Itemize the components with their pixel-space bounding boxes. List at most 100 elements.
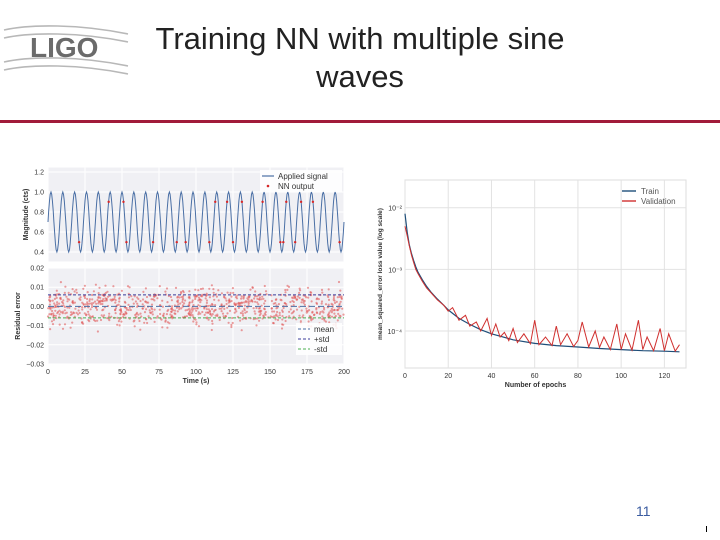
- residual-point: [276, 311, 278, 313]
- residual-point: [121, 290, 123, 292]
- residual-point: [254, 290, 256, 292]
- residual-point: [192, 308, 194, 310]
- residual-point: [56, 303, 58, 305]
- residual-point: [120, 308, 122, 310]
- residual-point: [66, 312, 68, 314]
- residual-point: [165, 293, 167, 295]
- residual-point: [68, 317, 70, 319]
- residual-point: [93, 290, 95, 292]
- residual-point: [327, 306, 329, 308]
- residual-point: [299, 297, 301, 299]
- residual-point: [116, 324, 118, 326]
- residual-point: [98, 292, 100, 294]
- residual-point: [236, 294, 238, 296]
- residual-point: [231, 317, 233, 319]
- residual-point: [54, 298, 56, 300]
- residual-point: [255, 307, 257, 309]
- residual-point: [337, 319, 339, 321]
- residual-point: [273, 322, 275, 324]
- residual-point: [321, 289, 323, 291]
- residual-point: [115, 312, 117, 314]
- residual-point: [85, 314, 87, 316]
- residual-point: [339, 307, 341, 309]
- residual-point: [56, 293, 58, 295]
- residual-point: [264, 313, 266, 315]
- residual-point: [308, 320, 310, 322]
- residual-point: [49, 304, 51, 306]
- residual-point: [298, 292, 300, 294]
- residual-point: [185, 309, 187, 311]
- residual-point: [157, 315, 159, 317]
- residual-point: [112, 285, 114, 287]
- residual-point: [306, 312, 308, 314]
- residual-point: [125, 317, 127, 319]
- residual-point: [112, 299, 114, 301]
- residual-point: [246, 297, 248, 299]
- residual-point: [258, 307, 260, 309]
- legend-label: mean: [314, 325, 334, 334]
- residual-point: [254, 295, 256, 297]
- residual-point: [51, 307, 53, 309]
- residual-point: [153, 293, 155, 295]
- residual-point: [188, 311, 190, 313]
- residual-point: [240, 298, 242, 300]
- residual-point: [237, 316, 239, 318]
- residual-point: [62, 328, 64, 330]
- residual-point: [223, 305, 225, 307]
- residual-point: [328, 299, 330, 301]
- residual-point: [243, 301, 245, 303]
- residual-point: [87, 319, 89, 321]
- residual-point: [336, 309, 338, 311]
- residual-point: [71, 301, 73, 303]
- residual-point: [247, 301, 249, 303]
- residual-point: [285, 303, 287, 305]
- residual-point: [91, 304, 93, 306]
- residual-point: [170, 311, 172, 313]
- residual-point: [111, 298, 113, 300]
- residual-point: [122, 313, 124, 315]
- residual-point: [49, 294, 51, 296]
- residual-point: [182, 299, 184, 301]
- legend-label: Applied signal: [278, 172, 328, 181]
- residual-point: [145, 287, 147, 289]
- residual-point: [120, 317, 122, 319]
- residual-point: [242, 318, 244, 320]
- residual-point: [328, 316, 330, 318]
- residual-point: [238, 302, 240, 304]
- residual-point: [253, 318, 255, 320]
- residual-point: [206, 302, 208, 304]
- page-mark: [706, 526, 707, 532]
- residual-point: [182, 316, 184, 318]
- residual-point: [336, 301, 338, 303]
- residual-point: [199, 301, 201, 303]
- residual-point: [61, 305, 63, 307]
- residual-point: [321, 315, 323, 317]
- residual-point: [161, 326, 163, 328]
- residual-point: [298, 315, 300, 317]
- residual-point: [209, 311, 211, 313]
- residual-point: [275, 313, 277, 315]
- residual-point: [241, 329, 243, 331]
- residual-point: [309, 315, 311, 317]
- residual-point: [239, 305, 241, 307]
- residual-point: [128, 293, 130, 295]
- residual-point: [310, 319, 312, 321]
- residual-point: [329, 315, 331, 317]
- residual-point: [285, 320, 287, 322]
- residual-point: [275, 315, 277, 317]
- residual-point: [206, 299, 208, 301]
- residual-point: [198, 325, 200, 327]
- residual-point: [190, 313, 192, 315]
- residual-point: [52, 300, 54, 302]
- residual-point: [52, 323, 54, 325]
- residual-point: [202, 288, 204, 290]
- residual-point: [162, 306, 164, 308]
- residual-point: [188, 304, 190, 306]
- residual-point: [242, 313, 244, 315]
- residual-point: [288, 286, 290, 288]
- residual-point: [235, 296, 237, 298]
- residual-point: [154, 321, 156, 323]
- residual-point: [211, 329, 213, 331]
- residual-point: [238, 307, 240, 309]
- residual-point: [57, 306, 59, 308]
